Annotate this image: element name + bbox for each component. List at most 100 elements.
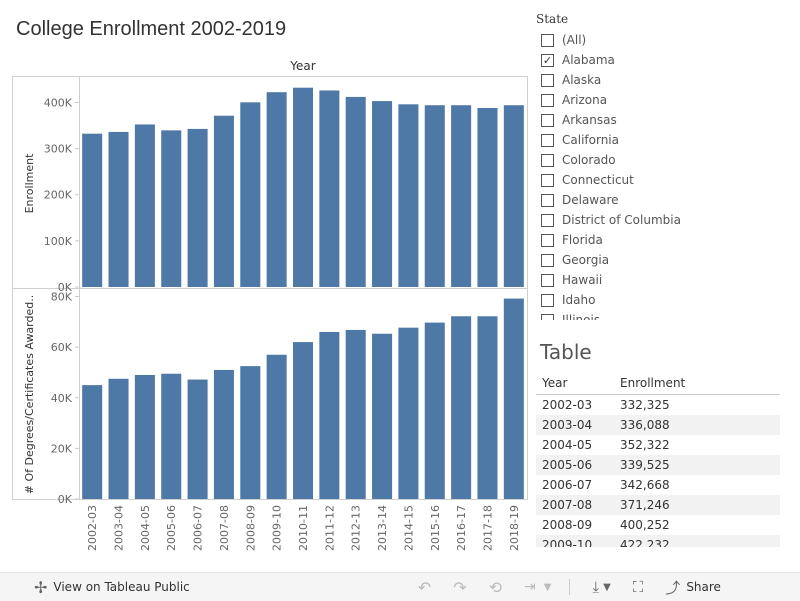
checkbox-icon[interactable] <box>541 213 554 227</box>
cell-enrollment: 339,525 <box>620 458 670 472</box>
undo-icon[interactable]: ↶ <box>417 577 432 597</box>
bar-2017-18 <box>477 316 498 499</box>
filter-item-label: Alaska <box>562 73 602 87</box>
table-row: 2007-08 371,246 <box>536 495 780 515</box>
table-title: Table <box>540 340 592 364</box>
filter-item-label: District of Columbia <box>562 213 681 227</box>
fullscreen-icon[interactable]: ⛶ <box>632 578 644 596</box>
filter-item-label: Florida <box>562 233 603 247</box>
state-filter: State (All) ✓ Alabama Alaska Arizona Arkansas… <box>536 12 796 320</box>
bar-2003-04 <box>108 378 129 499</box>
cell-year: 2003-04 <box>542 418 593 432</box>
bar-charts: Year 0K 100K 200K 300K 400K Enrollment 0K 20K 40K… <box>12 59 528 551</box>
filter-item[interactable]: Florida <box>536 230 796 250</box>
cell-enrollment: 422,232 <box>620 538 670 547</box>
filter-item[interactable]: Connecticut <box>536 170 796 190</box>
filter-item[interactable]: Idaho <box>536 290 796 310</box>
checkbox-icon[interactable] <box>541 33 554 47</box>
x-tick-label: 2008-09 <box>244 505 257 551</box>
share-button[interactable]: Share <box>686 580 721 594</box>
checkbox-icon[interactable] <box>541 193 554 207</box>
checkbox-icon[interactable] <box>541 253 554 267</box>
checkbox-icon[interactable] <box>541 73 554 87</box>
bar-2015-16 <box>424 105 445 288</box>
x-tick-label: 2015-16 <box>429 505 442 551</box>
table-row: 2004-05 352,322 <box>536 435 780 455</box>
checkbox-icon[interactable] <box>541 313 554 320</box>
x-axis-header: Year <box>289 59 315 73</box>
y-tick-label: 0K <box>58 281 73 294</box>
filter-item[interactable]: California <box>536 130 796 150</box>
revert-icon[interactable]: ⟲ <box>488 577 502 597</box>
table-body[interactable]: 2002-03 332,325 2003-04 336,088 2004-05 352,3… <box>536 395 780 547</box>
filter-item[interactable]: Arkansas <box>536 110 796 130</box>
filter-list[interactable]: (All) ✓ Alabama Alaska Arizona Arkansas Califo… <box>536 30 796 320</box>
cell-year: 2009-10 <box>542 538 593 547</box>
bar-2011-12 <box>319 90 340 287</box>
bar-2007-08 <box>213 369 234 499</box>
filter-item[interactable]: ✓ Alabama <box>536 50 796 70</box>
filter-item[interactable]: (All) <box>536 30 796 50</box>
checkbox-icon[interactable] <box>541 113 554 127</box>
refresh-icon[interactable]: ⇥ <box>524 579 536 595</box>
bar-2014-15 <box>398 327 419 499</box>
filter-item[interactable]: Illinois <box>536 310 796 320</box>
x-tick-label: 2007-08 <box>218 505 231 551</box>
cell-year: 2005-06 <box>542 458 593 472</box>
checkbox-icon[interactable] <box>541 133 554 147</box>
filter-item[interactable]: Hawaii <box>536 270 796 290</box>
checkbox-icon[interactable] <box>541 173 554 187</box>
x-tick-label: 2012-13 <box>350 505 363 551</box>
checkbox-icon[interactable] <box>541 153 554 167</box>
redo-icon[interactable]: ↷ <box>453 577 467 597</box>
bar-2006-07 <box>187 128 208 287</box>
bar-2017-18 <box>477 107 498 287</box>
view-on-tableau-link[interactable]: View on Tableau Public <box>53 580 190 594</box>
dashboard-title: College Enrollment 2002-2019 <box>16 18 287 40</box>
table-row: 2003-04 336,088 <box>536 415 780 435</box>
y-tick-label: 0K <box>58 493 73 506</box>
bar-2008-09 <box>240 102 261 287</box>
bar-2013-14 <box>372 101 393 287</box>
bar-2006-07 <box>187 379 208 499</box>
filter-item[interactable]: Colorado <box>536 150 796 170</box>
filter-item[interactable]: Delaware <box>536 190 796 210</box>
bar-2012-13 <box>345 96 366 287</box>
bar-2011-12 <box>319 331 340 499</box>
bar-2004-05 <box>134 124 155 287</box>
x-tick-label: 2018-19 <box>508 505 521 551</box>
y-tick-label: 80K <box>51 291 73 304</box>
dropdown-icon[interactable]: ▼ <box>543 581 552 593</box>
filter-item[interactable]: Arizona <box>536 90 796 110</box>
download-dropdown-icon[interactable]: ▼ <box>603 581 611 593</box>
cell-enrollment: 342,668 <box>620 478 670 492</box>
filter-item[interactable]: Alaska <box>536 70 796 90</box>
footer-toolbar: ✢ View on Tableau Public ↶ ↷ ⟲ ⇥ ▼ ⤓ ▼ ⛶… <box>0 572 800 601</box>
checkbox-checked-icon[interactable]: ✓ <box>541 53 554 67</box>
tableau-logo-icon[interactable]: ✢ <box>34 577 48 597</box>
filter-item[interactable]: District of Columbia <box>536 210 796 230</box>
filter-item[interactable]: Georgia <box>536 250 796 270</box>
bar-2002-03 <box>82 133 103 287</box>
checkbox-icon[interactable] <box>541 293 554 307</box>
bar-2014-15 <box>398 104 419 287</box>
x-tick-label: 2004-05 <box>139 505 152 551</box>
filter-item-label: California <box>562 133 619 147</box>
filter-item-label: (All) <box>562 33 587 47</box>
table-row: 2005-06 339,525 <box>536 455 780 475</box>
checkbox-icon[interactable] <box>541 273 554 287</box>
checkbox-icon[interactable] <box>541 233 554 247</box>
bar-2010-11 <box>292 342 314 499</box>
bar-2010-11 <box>292 87 314 287</box>
filter-item-label: Connecticut <box>562 173 634 187</box>
bar-2016-17 <box>451 316 472 499</box>
download-icon[interactable]: ⤓ <box>592 578 600 596</box>
checkbox-icon[interactable] <box>541 93 554 107</box>
bar-2012-13 <box>345 329 366 499</box>
bar-2009-10 <box>266 92 287 287</box>
share-icon[interactable]: ⤴ <box>665 578 681 597</box>
header-year: Year <box>542 376 568 390</box>
bar-2005-06 <box>161 130 182 287</box>
table-row: 2006-07 342,668 <box>536 475 780 495</box>
y-tick-label: 200K <box>44 189 73 202</box>
